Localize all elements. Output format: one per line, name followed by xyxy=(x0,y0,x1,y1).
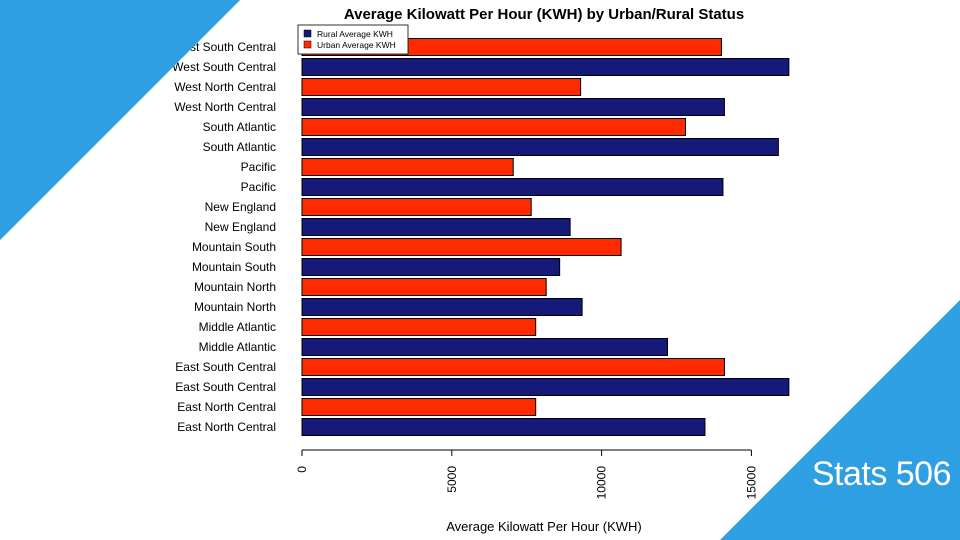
bar-south-atlantic-urban xyxy=(301,118,686,136)
category-label: West South Central xyxy=(172,40,276,54)
legend-box xyxy=(297,24,409,55)
category-label: Pacific xyxy=(241,160,276,174)
category-label: Mountain South xyxy=(192,260,276,274)
bar-pacific-urban xyxy=(301,158,514,176)
bar-west-south-central-rural xyxy=(301,58,790,76)
category-label: East South Central xyxy=(175,360,276,374)
category-label: South Atlantic xyxy=(203,140,276,154)
bar-west-north-central-rural xyxy=(301,98,725,116)
x-tick-label: 5000 xyxy=(445,466,459,493)
category-label: Middle Atlantic xyxy=(199,320,276,334)
category-label: East South Central xyxy=(175,380,276,394)
bars-group xyxy=(301,38,790,436)
bar-middle-atlantic-rural xyxy=(301,338,669,356)
category-label: Mountain South xyxy=(192,240,276,254)
bar-west-north-central-urban xyxy=(301,78,582,96)
x-ticks: 0 5000 10000 15000 xyxy=(295,450,758,499)
legend-label-rural: Rural Average KWH xyxy=(317,29,393,39)
bar-middle-atlantic-urban xyxy=(301,318,537,336)
category-labels: West South Central West South Central West… xyxy=(172,40,276,434)
bottom-right-accent-triangle xyxy=(720,300,960,540)
category-label: West North Central xyxy=(174,100,276,114)
chart-title: Average Kilowatt Per Hour (KWH) by Urban… xyxy=(344,6,744,23)
slide-tag: Stats 506 xyxy=(811,455,952,493)
bar-mountain-south-rural xyxy=(301,258,561,276)
bar-mountain-south-urban xyxy=(301,238,622,256)
category-label: Mountain North xyxy=(194,300,276,314)
category-label: Middle Atlantic xyxy=(199,340,276,354)
category-label: New England xyxy=(205,200,276,214)
category-label: Mountain North xyxy=(194,280,276,294)
bar-pacific-rural xyxy=(301,178,724,196)
category-label: East North Central xyxy=(177,420,276,434)
bar-chart: Average Kilowatt Per Hour (KWH) by Urban… xyxy=(172,6,790,534)
category-label: West North Central xyxy=(174,80,276,94)
top-left-accent-triangle-overlay xyxy=(0,0,240,240)
bar-new-england-urban xyxy=(301,198,532,216)
bar-new-england-rural xyxy=(301,218,571,236)
legend-label-urban: Urban Average KWH xyxy=(317,40,396,50)
legend-swatch-urban xyxy=(303,40,312,49)
category-label: East North Central xyxy=(177,400,276,414)
bar-east-north-central-urban xyxy=(301,398,537,416)
category-label: South Atlantic xyxy=(203,120,276,134)
bar-east-south-central-rural xyxy=(301,378,790,396)
category-label: New England xyxy=(205,220,276,234)
bar-mountain-north-urban xyxy=(301,278,547,296)
legend-swatch-rural xyxy=(303,29,312,38)
legend: Rural Average KWH Urban Average KWH xyxy=(297,24,409,55)
x-axis: 0 5000 10000 15000 xyxy=(295,449,758,499)
bar-south-atlantic-rural xyxy=(301,138,779,156)
bar-east-south-central-urban xyxy=(301,358,725,376)
category-label: Pacific xyxy=(241,180,276,194)
x-tick-label: 10000 xyxy=(595,466,609,500)
x-tick-label: 0 xyxy=(295,466,309,473)
category-label: West South Central xyxy=(172,60,276,74)
x-tick-label: 15000 xyxy=(744,466,758,500)
bar-east-north-central-rural xyxy=(301,418,706,436)
bar-mountain-north-rural xyxy=(301,298,583,316)
x-axis-label: Average Kilowatt Per Hour (KWH) xyxy=(446,519,642,534)
